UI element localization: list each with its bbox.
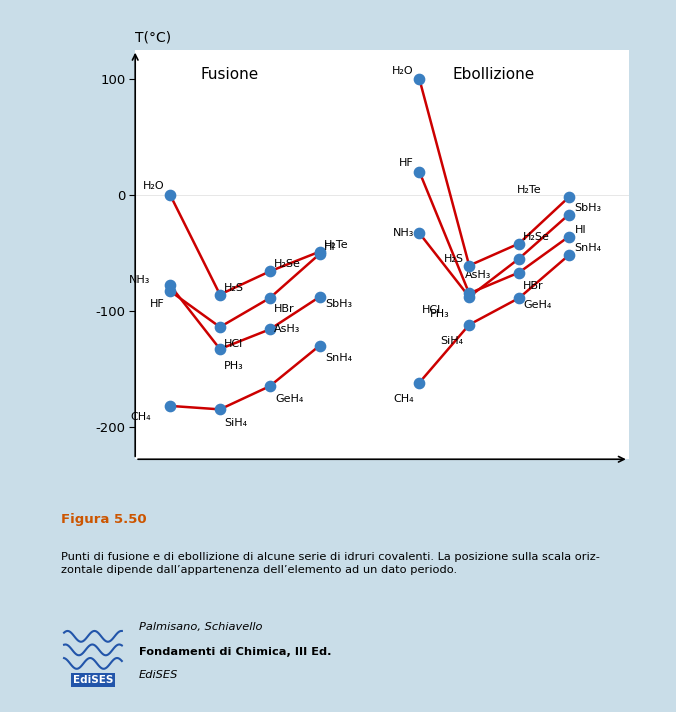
Point	[165, 286, 176, 297]
Point	[264, 380, 275, 392]
Text: HI: HI	[324, 242, 335, 252]
Text: EdiSES: EdiSES	[139, 670, 178, 680]
Text: HBr: HBr	[274, 304, 295, 314]
Text: SiH₄: SiH₄	[224, 418, 247, 428]
Text: SnH₄: SnH₄	[575, 244, 602, 253]
Text: HI: HI	[575, 224, 586, 235]
Point	[214, 404, 225, 415]
Point	[514, 267, 525, 278]
Point	[414, 166, 425, 177]
Text: SiH₄: SiH₄	[441, 336, 464, 346]
Point	[564, 249, 575, 261]
Text: H₂O: H₂O	[143, 182, 164, 192]
Text: Punti di fusione e di ebollizione di alcune serie di idruri covalenti. La posizi: Punti di fusione e di ebollizione di alc…	[61, 552, 600, 575]
Point	[314, 291, 325, 303]
Point	[264, 266, 275, 277]
Text: HBr: HBr	[523, 281, 544, 291]
Text: PH₃: PH₃	[224, 361, 244, 371]
Point	[264, 293, 275, 304]
Text: Fondamenti di Chimica, III Ed.: Fondamenti di Chimica, III Ed.	[139, 647, 331, 657]
Point	[264, 324, 275, 335]
Point	[414, 227, 425, 239]
Point	[165, 280, 176, 291]
Text: AsH₃: AsH₃	[274, 325, 300, 335]
Point	[414, 377, 425, 388]
Text: SbH₃: SbH₃	[325, 299, 352, 309]
Text: HF: HF	[150, 298, 164, 308]
Point	[464, 291, 475, 303]
Text: CH₄: CH₄	[130, 412, 151, 422]
Point	[564, 231, 575, 242]
Point	[564, 192, 575, 203]
Text: SbH₃: SbH₃	[575, 203, 602, 213]
Point	[464, 319, 475, 330]
Text: Ebollizione: Ebollizione	[453, 67, 535, 83]
Point	[314, 248, 325, 260]
Point	[314, 246, 325, 257]
Text: H₂Se: H₂Se	[274, 259, 301, 269]
Text: Palmisano, Schiavello: Palmisano, Schiavello	[139, 622, 262, 632]
Point	[514, 253, 525, 264]
Point	[564, 209, 575, 220]
Text: HCl: HCl	[224, 339, 243, 349]
Text: EdiSES: EdiSES	[73, 675, 113, 685]
Point	[214, 321, 225, 333]
Point	[165, 400, 176, 412]
Text: CH₄: CH₄	[393, 394, 414, 404]
Point	[514, 293, 525, 304]
Text: HCl: HCl	[422, 305, 441, 315]
Point	[165, 189, 176, 201]
Text: NH₃: NH₃	[129, 275, 151, 285]
Point	[214, 289, 225, 300]
Text: Figura 5.50: Figura 5.50	[61, 513, 147, 526]
Text: T(°C): T(°C)	[135, 30, 171, 44]
Text: GeH₄: GeH₄	[275, 394, 304, 404]
Text: GeH₄: GeH₄	[523, 300, 552, 310]
Text: H₂Se: H₂Se	[523, 231, 550, 241]
Text: H₂S: H₂S	[224, 283, 244, 293]
Text: NH₃: NH₃	[392, 228, 414, 238]
Text: SnH₄: SnH₄	[325, 353, 352, 363]
Point	[414, 73, 425, 85]
Text: H₂O: H₂O	[392, 66, 414, 75]
Text: HF: HF	[399, 158, 414, 168]
Text: PH₃: PH₃	[430, 308, 450, 318]
Text: H₂S: H₂S	[443, 253, 464, 263]
Text: AsH₃: AsH₃	[465, 271, 491, 281]
Text: H₂Te: H₂Te	[324, 240, 348, 250]
Point	[214, 343, 225, 355]
Text: H₂Te: H₂Te	[516, 185, 541, 195]
Point	[514, 238, 525, 249]
Point	[314, 340, 325, 351]
Text: Fusione: Fusione	[201, 67, 259, 83]
Point	[464, 260, 475, 271]
Point	[464, 288, 475, 299]
